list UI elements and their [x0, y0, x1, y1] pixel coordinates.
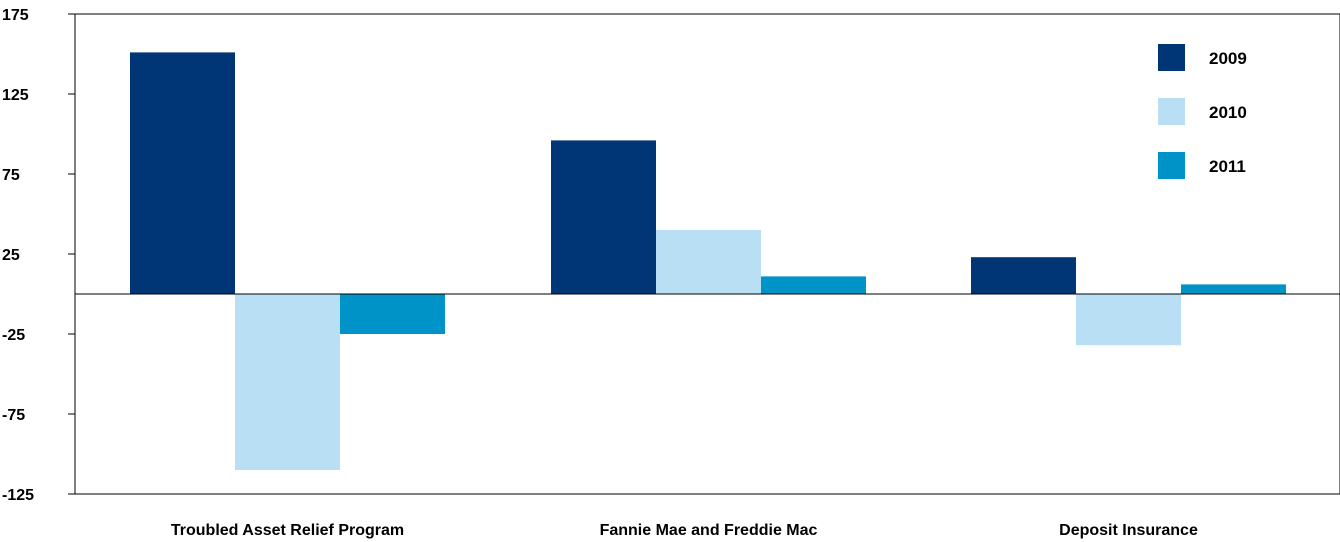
- bar-2009: [551, 140, 656, 294]
- category-label: Fannie Mae and Freddie Mac: [600, 522, 818, 539]
- y-tick-label: 175: [2, 7, 29, 24]
- bar-2010: [235, 294, 340, 470]
- y-tick-label: -125: [2, 487, 34, 504]
- y-tick-label: -75: [2, 407, 25, 424]
- bar-2011: [761, 276, 866, 294]
- category-labels: Troubled Asset Relief Program Fannie Mae …: [171, 522, 1198, 539]
- y-tick-label: -25: [2, 327, 25, 344]
- y-axis: 175 125 75 25 -25 -75 -125: [2, 7, 75, 504]
- y-tick-label: 25: [2, 247, 20, 264]
- category-label: Deposit Insurance: [1059, 522, 1198, 539]
- bars-group: [130, 52, 1286, 470]
- legend-label: 2009: [1209, 49, 1247, 68]
- legend-label: 2011: [1209, 157, 1246, 176]
- legend-swatch-2010: [1158, 98, 1185, 125]
- bar-2011: [1181, 284, 1286, 294]
- y-tick-label: 75: [2, 167, 20, 184]
- legend-label: 2010: [1209, 103, 1247, 122]
- legend: 2009 2010 2011: [1158, 44, 1247, 179]
- bar-2010: [656, 230, 761, 294]
- bar-2010: [1076, 294, 1181, 346]
- bar-2009: [971, 257, 1076, 294]
- legend-swatch-2009: [1158, 44, 1185, 71]
- y-tick-label: 125: [2, 87, 29, 104]
- legend-swatch-2011: [1158, 152, 1185, 179]
- category-label: Troubled Asset Relief Program: [171, 522, 404, 539]
- bar-2011: [340, 294, 445, 334]
- bar-2009: [130, 52, 235, 295]
